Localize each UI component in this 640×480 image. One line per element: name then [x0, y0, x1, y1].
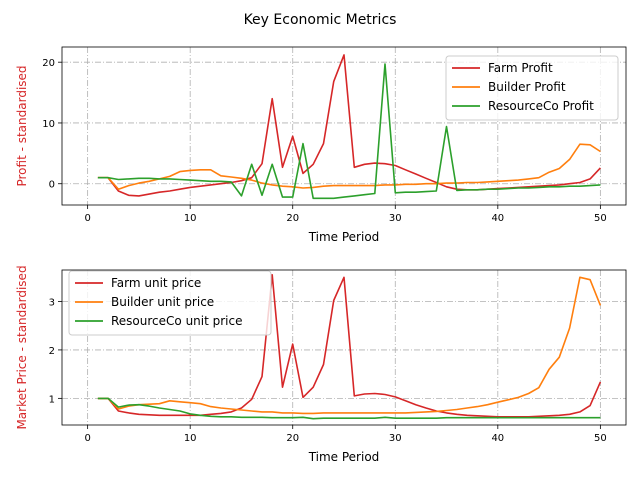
profit-axes-frame	[61, 46, 627, 206]
profit-legend-box	[445, 55, 619, 121]
price-x-tick-label: 30	[389, 433, 402, 444]
profit-series-line-3	[97, 63, 601, 200]
price-y-tick-label: 2	[49, 346, 55, 357]
price-x-tick-label: 20	[286, 433, 299, 444]
price-series-line-2	[97, 276, 602, 415]
profit-legend-label-3: ResourceCo Profit	[488, 99, 594, 113]
profit-x-tick-label: 0	[84, 213, 90, 224]
price-y-axis-label: Market Price - standardised	[15, 265, 29, 429]
profit-y-tick-label: 0	[49, 180, 55, 191]
price-series-line-1	[97, 273, 602, 418]
profit-x-tick-label: 40	[491, 213, 504, 224]
price-series-line-3	[97, 397, 601, 420]
profit-legend-label-1: Farm Profit	[488, 61, 553, 75]
price-x-tick-label: 0	[84, 433, 90, 444]
price-axes-frame	[61, 269, 627, 426]
profit-y-tick-label: 20	[42, 58, 55, 69]
price-y-tick-label: 3	[49, 297, 55, 308]
price-legend-label-3: ResourceCo unit price	[111, 314, 243, 328]
price-x-tick-label: 10	[184, 433, 197, 444]
profit-x-tick-label: 50	[594, 213, 607, 224]
price-y-tick-label: 1	[49, 394, 55, 405]
price-legend-label-1: Farm unit price	[111, 276, 201, 290]
price-legend-box	[68, 270, 272, 336]
profit-y-tick-label: 10	[42, 119, 55, 130]
figure-title: Key Economic Metrics	[244, 12, 397, 28]
profit-legend-label-2: Builder Profit	[488, 80, 566, 94]
profit-chart-panel: 0 10 20 30 40 50 0 10 20 Time Period Profit - stan…	[15, 46, 627, 244]
profit-x-tick-label: 20	[286, 213, 299, 224]
profit-x-tick-label: 10	[184, 213, 197, 224]
price-x-tick-label: 50	[594, 433, 607, 444]
price-x-tick-label: 40	[491, 433, 504, 444]
profit-series-line-2	[97, 143, 601, 190]
profit-x-tick-label: 30	[389, 213, 402, 224]
profit-y-axis-label: Profit - standardised	[15, 65, 29, 186]
price-legend-label-2: Builder unit price	[111, 295, 214, 309]
price-chart-panel: 0 10 20 30 40 50 1 2 3 Time Period Market Price - …	[15, 265, 627, 464]
profit-x-axis-label: Time Period	[308, 230, 380, 244]
price-x-axis-label: Time Period	[308, 450, 380, 464]
